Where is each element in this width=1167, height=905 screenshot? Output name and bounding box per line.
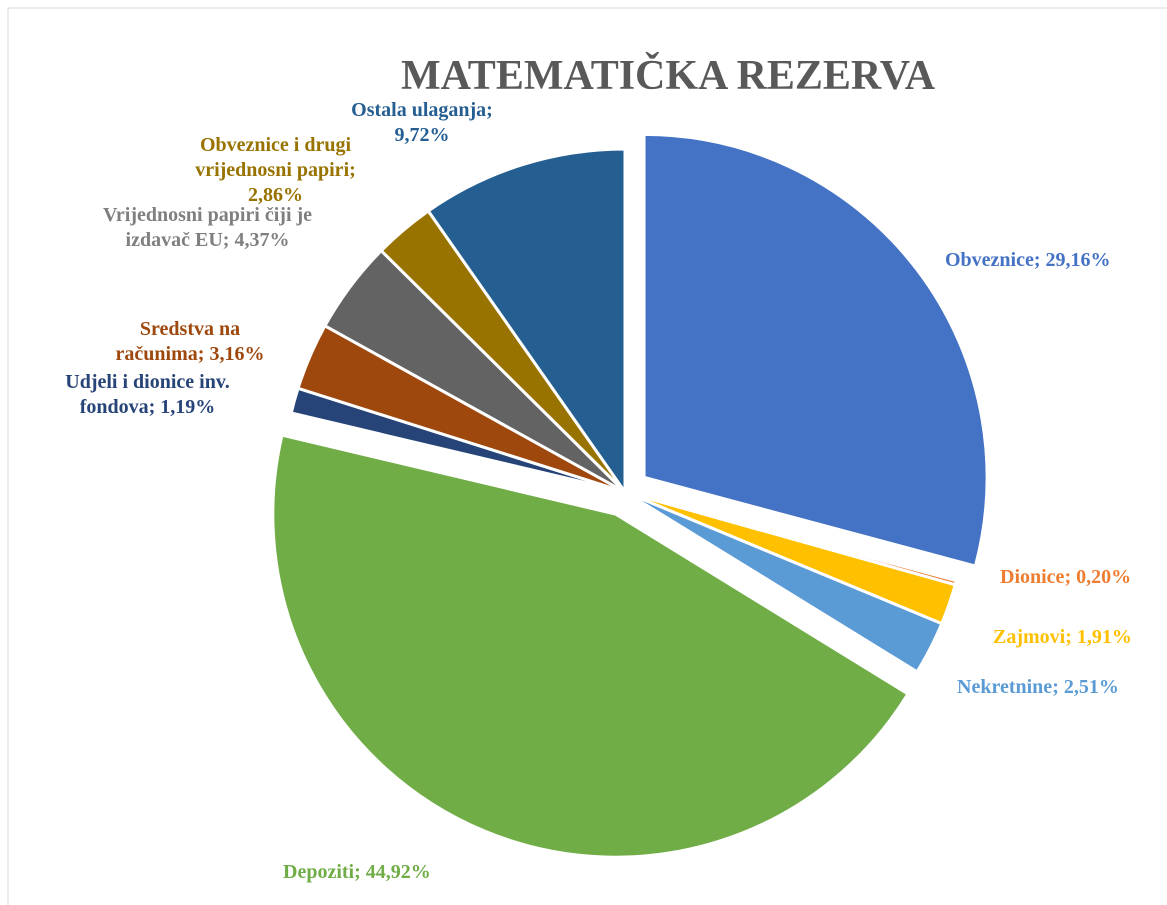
label-separator: ; — [1065, 626, 1077, 648]
data-label: Zajmovi; 1,91% — [993, 625, 1163, 650]
label-category: Dionice — [1000, 566, 1065, 588]
data-label: Sredstva na računima; 3,16% — [95, 317, 285, 367]
label-value: 2,51% — [1063, 676, 1119, 698]
label-value: 3,16% — [209, 343, 265, 365]
data-label: Udjeli i dionice inv. fondova; 1,19% — [40, 370, 255, 420]
label-separator: ; — [349, 159, 356, 181]
chart-title: MATEMATIČKA REZERVA — [400, 53, 936, 99]
label-separator: ; — [148, 396, 161, 418]
label-separator: ; — [197, 343, 210, 365]
label-separator: ; — [1064, 566, 1077, 588]
label-value: 1,91% — [1076, 626, 1132, 648]
label-separator: ; — [486, 99, 493, 121]
data-label: Obveznice i drugi vrijednosni papiri; 2,… — [168, 133, 383, 208]
data-label: Obveznice; 29,16% — [945, 248, 1167, 273]
label-category: Obveznice i drugi vrijednosni papiri — [195, 134, 352, 181]
label-separator: ; — [1033, 249, 1046, 271]
label-category: Vrijednosni papiri čiji je izdavač EU — [102, 204, 313, 251]
label-category: Zajmovi — [993, 626, 1066, 648]
label-category: Obveznice — [945, 249, 1034, 271]
label-category: Nekretnine — [957, 676, 1053, 698]
pie-slice — [271, 433, 911, 859]
label-value: 44,92% — [365, 861, 431, 883]
label-category: Udjeli i dionice inv. fondova — [65, 371, 230, 418]
data-label: Nekretnine; 2,51% — [957, 675, 1167, 700]
label-separator: ; — [1052, 676, 1064, 698]
label-value: 1,19% — [160, 396, 216, 418]
pie-slice — [624, 490, 944, 674]
label-value: 2,86% — [248, 184, 303, 206]
data-label: Vrijednosni papiri čiji je izdavač EU; 4… — [100, 203, 315, 253]
data-label: Ostala ulaganja; 9,72% — [322, 98, 522, 148]
frame — [7, 7, 1167, 905]
label-value: 4,37% — [234, 229, 290, 251]
label-category: Sredstva na računima — [115, 318, 241, 365]
label-value: 9,72% — [394, 124, 450, 146]
label-separator: ; — [354, 861, 366, 883]
data-label: Depoziti; 44,92% — [283, 860, 503, 885]
label-category: Depoziti — [283, 861, 355, 883]
pie-slice — [426, 147, 627, 497]
label-value: 0,20% — [1076, 566, 1132, 588]
label-separator: ; — [222, 229, 235, 251]
label-value: 29,16% — [1045, 249, 1111, 271]
data-label: Dionice; 0,20% — [1000, 565, 1167, 590]
label-category: Ostala ulaganja — [351, 99, 487, 121]
pie-slice — [642, 132, 989, 568]
